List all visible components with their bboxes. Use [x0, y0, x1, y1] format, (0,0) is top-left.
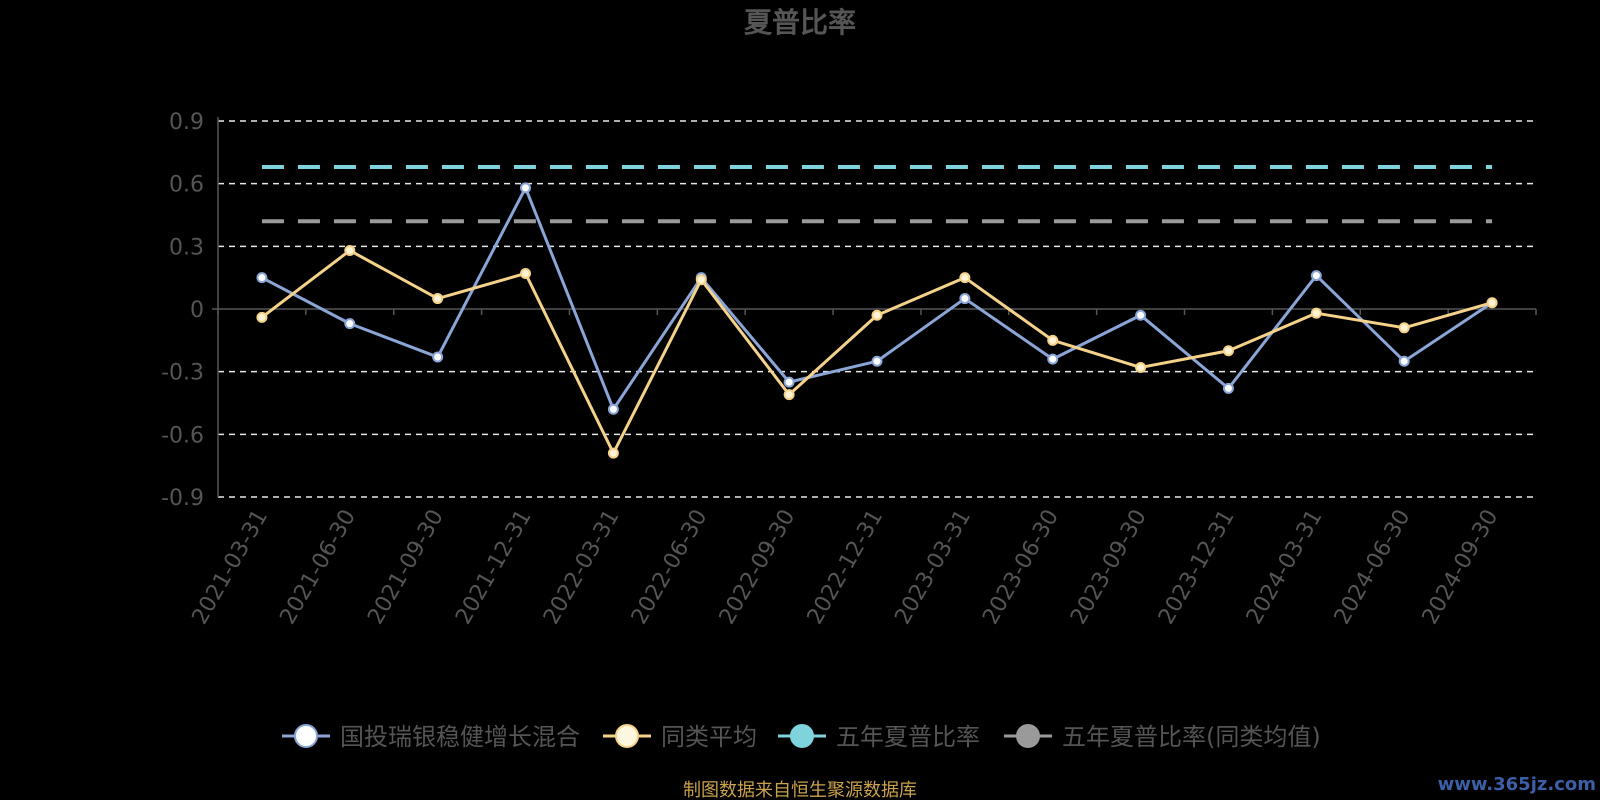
legend-item[interactable]: 国投瑞银稳健增长混合: [282, 723, 580, 751]
x-tick-label: 2024-09-30: [1418, 506, 1504, 629]
chart-title: 夏普比率: [744, 6, 856, 39]
y-tick-label: 0: [190, 298, 204, 323]
data-point: [1047, 334, 1059, 346]
x-tick-label: 2023-09-30: [1066, 506, 1152, 629]
x-tick-label: 2022-09-30: [715, 506, 801, 629]
y-tick-label: -0.3: [161, 361, 204, 386]
legend-marker: [294, 724, 318, 748]
data-point: [871, 309, 883, 321]
legend-label: 五年夏普比率: [836, 723, 980, 751]
x-tick-label: 2024-06-30: [1330, 506, 1416, 629]
y-tick-label: -0.9: [161, 486, 204, 511]
series-line: [261, 249, 1493, 455]
data-point: [871, 355, 883, 367]
data-point: [1310, 270, 1322, 282]
x-tick-label: 2021-03-31: [188, 506, 274, 629]
data-point: [1398, 322, 1410, 334]
data-point: [432, 293, 444, 305]
x-tick-label: 2023-03-31: [890, 506, 976, 629]
x-tick-label: 2021-09-30: [363, 505, 449, 628]
y-tick-label: -0.6: [161, 423, 204, 448]
reference-lines: [261, 164, 1493, 224]
data-point: [1135, 309, 1147, 321]
y-tick-label: 0.3: [169, 235, 204, 260]
x-tick-label: 2024-03-31: [1242, 506, 1328, 629]
data-point: [1047, 353, 1059, 365]
x-tick-label: 2023-12-31: [1154, 506, 1240, 629]
data-point: [1222, 345, 1234, 357]
data-point: [344, 318, 356, 330]
x-tick-label: 2023-06-30: [978, 506, 1064, 629]
data-point: [783, 376, 795, 388]
legend-label: 五年夏普比率(同类均值): [1062, 723, 1321, 751]
x-tick-label: 2022-03-31: [539, 506, 625, 629]
x-tick-label: 2021-12-31: [451, 506, 537, 629]
data-point: [695, 274, 707, 286]
x-tick-label: 2022-06-30: [627, 506, 713, 629]
data-point: [256, 272, 268, 284]
data-point: [1486, 297, 1498, 309]
watermark: www.365jz.com: [1438, 774, 1596, 795]
x-tick-label: 2022-12-31: [803, 506, 889, 629]
data-point: [607, 403, 619, 415]
data-point: [959, 293, 971, 305]
data-point: [432, 351, 444, 363]
legend-marker: [1016, 724, 1040, 748]
legend-marker: [790, 724, 814, 748]
data-point: [783, 389, 795, 401]
legend-item[interactable]: 五年夏普比率(同类均值): [1004, 723, 1321, 751]
legend-label: 国投瑞银稳健增长混合: [340, 723, 580, 751]
data-point: [607, 447, 619, 459]
axes: [212, 117, 1537, 497]
x-tick-label: 2021-06-30: [275, 506, 361, 629]
data-point: [256, 311, 268, 323]
data-point: [344, 245, 356, 257]
legend-marker: [615, 724, 639, 748]
data-source-note: 制图数据来自恒生聚源数据库: [683, 780, 917, 800]
data-point: [1398, 355, 1410, 367]
data-point: [1222, 382, 1234, 394]
series-lines: [256, 182, 1498, 459]
legend-label: 同类平均: [661, 723, 757, 751]
y-tick-label: 0.9: [169, 110, 204, 135]
x-axis-ticks: 2021-03-31 2021-06-30 2021-09-30 2021-12-31…: [188, 505, 1504, 628]
legend-item[interactable]: 五年夏普比率: [778, 723, 980, 751]
data-point: [1135, 361, 1147, 373]
y-tick-label: 0.6: [169, 173, 204, 198]
legend[interactable]: 国投瑞银稳健增长混合 同类平均 五年夏普比率 五年夏普比率(同类均值): [282, 723, 1321, 751]
data-point: [520, 182, 532, 194]
y-axis-ticks: 0.9 0.6 0.3 0 -0.3 -0.6 -0.9: [161, 110, 204, 511]
legend-item[interactable]: 同类平均: [603, 723, 757, 751]
data-point: [520, 267, 532, 279]
data-point: [1310, 307, 1322, 319]
data-point: [959, 272, 971, 284]
